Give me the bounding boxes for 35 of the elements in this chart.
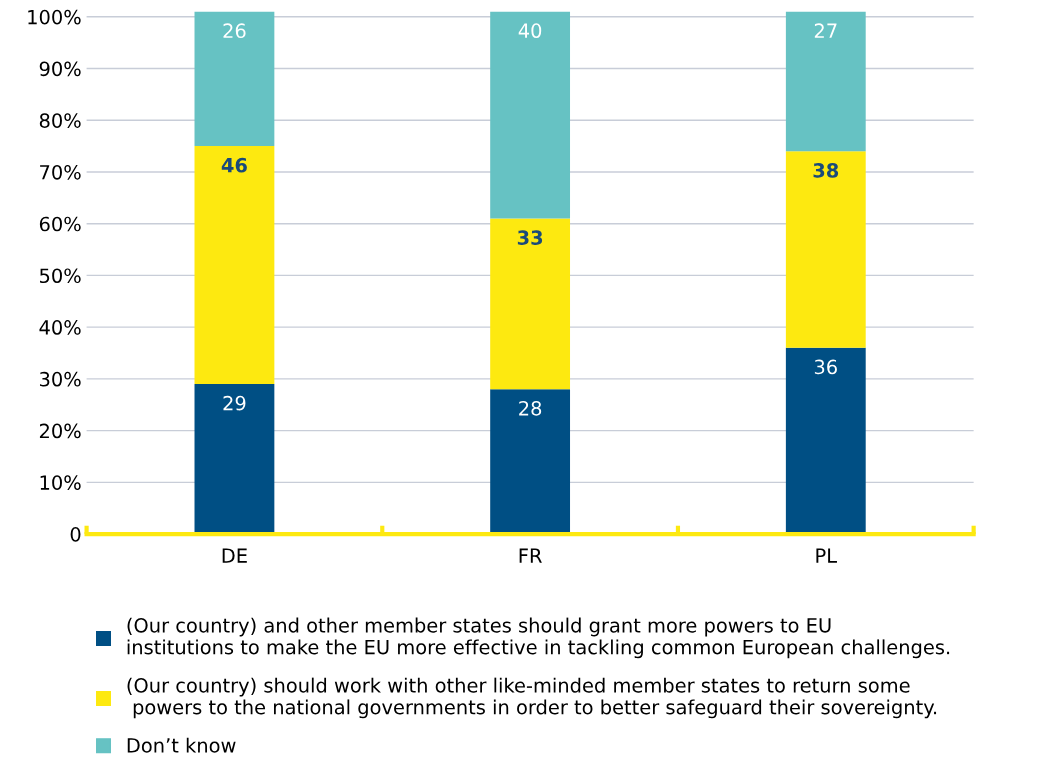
legend-label: (Our country) should work with other like-minded member states to return some powers to the national governments in order to better safeguard their sovereignty. [127,677,937,719]
y-tick-label: 90% [39,61,81,77]
bar [785,347,866,535]
x-tick-label: DE [222,548,247,563]
bar [785,151,866,348]
x-tick-label: FR [519,548,542,563]
data-label: 40 [518,23,542,39]
data-label: 33 [517,230,543,245]
y-tick-label: 20% [39,423,81,439]
y-tick-label: 10% [40,475,81,490]
data-label: 36 [814,359,837,375]
bar [194,11,275,147]
data-label: 28 [519,400,542,416]
data-label: 46 [221,157,247,173]
legend-label: (Our country) and other member states should grant more powers to EU institutions to make the EU more effective in tackling common European challenges. [127,617,950,659]
y-tick-label: 50% [40,268,81,284]
y-tick-label: 100% [28,9,81,25]
y-tick-label: 80% [39,113,81,128]
y-tick-label: 40% [39,320,81,335]
data-label: 29 [223,395,246,411]
x-tick-label: PL [816,548,837,563]
data-label: 26 [223,23,246,39]
y-tick-label: 60% [39,216,81,232]
y-tick-label: 30% [40,371,81,387]
bar [194,384,275,535]
bar [490,389,571,535]
bar [194,146,275,385]
legend-label: Don’t know [127,737,236,753]
data-label: 38 [813,163,839,178]
bar [490,218,571,390]
y-tick-label: 70% [40,164,81,180]
bar [490,11,571,219]
y-tick-label: 0 [70,527,81,542]
data-label: 27 [814,23,837,38]
bar [785,11,866,152]
